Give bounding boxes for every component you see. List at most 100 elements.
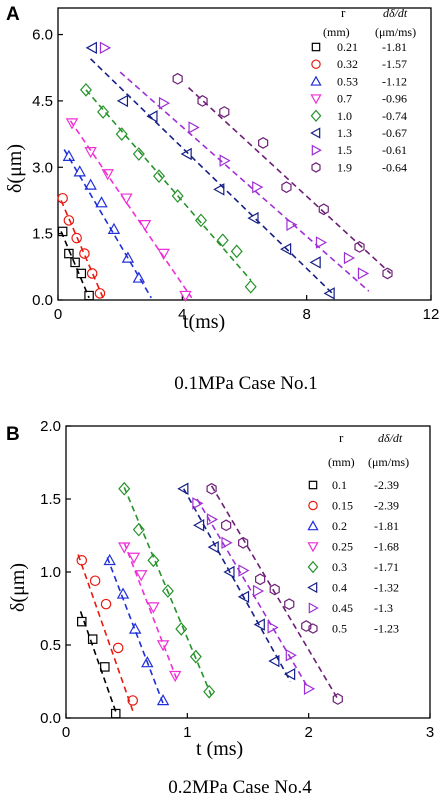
panel-a-data-point-r-1.5 xyxy=(99,41,112,55)
panel-a-data-point-r-1.9 xyxy=(197,95,208,107)
panel-b-legend-r-unit: (mm) xyxy=(328,455,355,469)
panel-b-data-point-r-0.15 xyxy=(127,695,139,706)
panel-a-data-point-r-0.32 xyxy=(94,288,106,299)
panel-b-legend-rate: -1.23 xyxy=(374,622,399,636)
panel-b-data-point-r-0.4 xyxy=(207,540,219,554)
panel-a-legend-radius: 1.0 xyxy=(337,109,352,123)
panel-a-legend-marker xyxy=(311,162,321,173)
panel-a-data-point-r-0.32 xyxy=(79,248,90,259)
panel-a-data-point-r-1.3 xyxy=(280,242,292,256)
panel-b-data-point-r-0.3 xyxy=(203,684,216,699)
panel-a-legend-radius: 0.53 xyxy=(337,74,358,88)
panel-b-data-point-r-0.45 xyxy=(192,497,204,510)
panel-b-legend-marker xyxy=(308,480,318,490)
panel-b-y-tick-label: 0.5 xyxy=(40,637,61,654)
panel-b-fit-line-r-0.3 xyxy=(123,487,213,697)
panel-a-fit-line-r-1.0 xyxy=(85,89,252,281)
panel-a-data-point-r-0.53 xyxy=(132,271,146,283)
panel-a-data-point-r-1.9 xyxy=(172,72,183,85)
panel-b-fit-line-r-0.45 xyxy=(196,498,310,690)
panel-a-label: A xyxy=(6,4,20,25)
panel-a-legend-rate: -1.12 xyxy=(382,74,407,88)
panel-b-data-point-r-0.15 xyxy=(100,598,112,610)
panel-a-data-point-r-0.32 xyxy=(57,192,68,204)
panel-a-legend-marker xyxy=(310,75,322,86)
panel-a-data-point-r-1.5 xyxy=(343,251,356,265)
panel-a-y-tick-label: 3.0 xyxy=(32,159,53,176)
panel-b-data-point-r-0.2 xyxy=(141,656,154,668)
panel-b-data-point-r-0.25 xyxy=(135,570,148,582)
panel-a-data-point-r-0.7 xyxy=(84,147,97,159)
panel-b-data-point-r-0.5 xyxy=(332,693,343,705)
panel-a-legend: r (mm) dδ/dt (μm/ms) 0.21 -1.81 0.32 -1.57 0… xyxy=(310,5,416,174)
panel-a-fit-line-r-1.3 xyxy=(90,58,336,297)
panel-a-legend-radius: 1.3 xyxy=(337,126,352,140)
panel-b-data-point-r-0.4 xyxy=(253,618,265,631)
panel-b-legend-rate: -2.39 xyxy=(374,499,399,513)
panel-b-fit-line-r-0.1 xyxy=(79,611,118,716)
panel-b-y-tick-label: 1.0 xyxy=(40,564,61,581)
panel-a-data-point-r-1.0 xyxy=(132,147,145,161)
panel-b-data-point-r-0.3 xyxy=(189,649,202,664)
panel-a-data-point-r-0.32 xyxy=(63,215,75,226)
panel-a-data-point-r-1.9 xyxy=(318,203,329,216)
panel-b-data-point-r-0.45 xyxy=(267,621,279,634)
panel-b-data-point-r-0.3 xyxy=(118,481,131,496)
panel-a-x-tick-label: 0 xyxy=(54,306,62,323)
panel-a-data-point-r-0.21 xyxy=(64,248,74,259)
panel-b-legend-radius: 0.1 xyxy=(332,478,347,492)
panel-a-data-point-r-0.7 xyxy=(138,220,152,232)
panel-a-data-point-r-0.21 xyxy=(57,226,68,237)
panel-b-data-point-r-0.45 xyxy=(303,682,316,696)
panel-a-data-point-r-1.0 xyxy=(171,189,184,203)
panel-b-legend-marker xyxy=(307,520,319,531)
panel-b-y-ticks: 0.0 0.5 1.0 1.5 2.0 xyxy=(40,418,71,727)
panel-b-legend-rate-header: dδ/dt xyxy=(378,431,403,445)
panel-b-fit-lines xyxy=(77,485,339,716)
panel-a-legend-marker xyxy=(310,109,322,123)
panel-a-fit-line-r-1.9 xyxy=(188,87,392,275)
panel-b-legend-radius: 0.3 xyxy=(332,560,347,574)
panel-a-data-point-r-0.53 xyxy=(73,165,86,177)
panel-b-y-axis-label: δ(μm) xyxy=(7,563,29,612)
panel-a-x-axis-label: t(ms) xyxy=(183,311,225,333)
panel-a-data-point-r-1.5 xyxy=(315,236,328,249)
panel-b-fit-line-r-0.4 xyxy=(182,488,292,682)
panel-a-data-point-r-1.5 xyxy=(188,121,200,134)
panel-a-legend-rate: -1.81 xyxy=(382,40,407,54)
panel-b-fit-line-r-0.25 xyxy=(123,542,179,682)
panel-a-legend-rate-header: dδ/dt xyxy=(383,6,408,20)
panel-b-data-point-r-0.4 xyxy=(268,654,280,668)
panel-b-data-point-r-0.4 xyxy=(284,667,296,681)
panel-a-data-point-r-0.53 xyxy=(95,196,108,208)
panel-a-legend-radius: 1.9 xyxy=(337,160,352,174)
panel-a-fit-line-r-0.53 xyxy=(63,149,152,299)
panel-a-y-axis-label: δ(μm) xyxy=(4,144,26,193)
panel-b-data-point-r-0.1 xyxy=(77,616,87,627)
panel-a-legend-marker xyxy=(311,144,322,156)
panel-a-data-point-r-0.7 xyxy=(179,290,192,303)
panel-b-legend-marker xyxy=(308,602,319,614)
panel-a-data-point-r-1.0 xyxy=(79,82,92,97)
panel-a-data-point-r-0.21 xyxy=(70,257,80,268)
panel-b-data-point-r-0.45 xyxy=(221,536,233,550)
panel-a-data-point-r-1.9 xyxy=(281,181,292,194)
panel-a-y-tick-label: 4.5 xyxy=(32,93,53,110)
panel-b-label: B xyxy=(6,424,20,445)
panel-a-data-point-r-1.0 xyxy=(194,213,207,228)
panel-a-data-point-r-1.0 xyxy=(97,105,110,119)
panel-b-data-point-r-0.5 xyxy=(255,573,266,586)
panel-a-legend-marker xyxy=(310,94,322,105)
panel-a-legend-rate-unit: (μm/ms) xyxy=(375,25,416,39)
panel-b-data-point-r-0.2 xyxy=(156,694,170,706)
panel-b-legend-marker xyxy=(308,623,318,634)
panel-a-fit-line-r-0.21 xyxy=(60,231,90,299)
panel-a: A 0.0 1.5 3.0 4.5 6.0 0 4 8 12 r (mm) dδ/dt (μm… xyxy=(4,4,439,394)
panel-b-data-point-r-0.2 xyxy=(116,587,130,599)
panel-b-legend-rate: -1.71 xyxy=(374,560,399,574)
panel-a-data-point-r-0.32 xyxy=(86,268,98,279)
panel-b-data-point-r-0.3 xyxy=(132,522,145,537)
panel-b-legend-marker xyxy=(307,560,319,574)
panel-a-data-point-r-0.7 xyxy=(120,193,133,205)
panel-a-legend-radius: 0.21 xyxy=(337,40,358,54)
